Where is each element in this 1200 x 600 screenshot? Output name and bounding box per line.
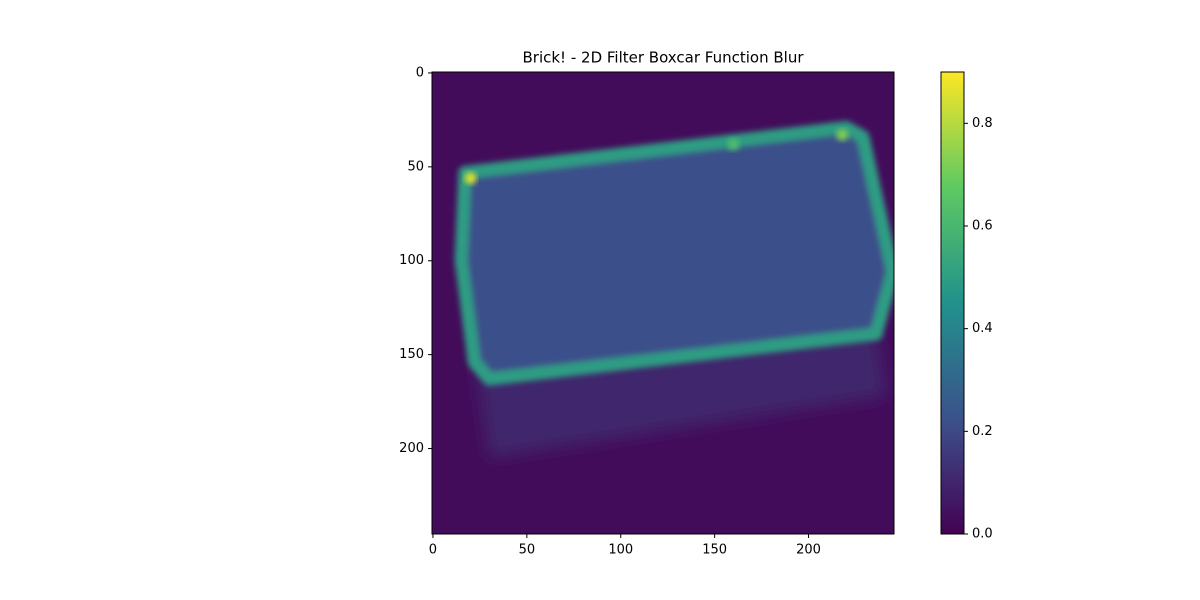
colorbar-tick-label: 0.2 [972, 424, 993, 439]
colorbar-tick-label: 0.4 [972, 321, 993, 336]
x-tick-label: 200 [796, 543, 821, 558]
x-tick-label: 50 [519, 543, 536, 558]
image-peak [727, 138, 740, 151]
colorbar [940, 71, 965, 535]
y-tick-label: 100 [399, 253, 424, 268]
colorbar-tick-label: 0.6 [972, 219, 993, 234]
y-tick-label: 0 [416, 65, 424, 80]
colorbar-tick-label: 0.8 [972, 116, 993, 131]
image-peak [464, 172, 477, 185]
image-peak [836, 128, 849, 141]
x-tick-label: 150 [702, 543, 727, 558]
chart-title: Brick! - 2D Filter Boxcar Function Blur [523, 49, 805, 67]
image-region [454, 120, 894, 386]
image [432, 72, 894, 534]
y-tick-label: 150 [399, 347, 424, 362]
axes-frame [431, 71, 895, 535]
colorbar-tick-label: 0.0 [972, 527, 993, 542]
y-tick-label: 50 [407, 159, 424, 174]
y-tick-label: 200 [399, 441, 424, 456]
x-tick-label: 100 [608, 543, 633, 558]
x-tick-label: 0 [429, 543, 437, 558]
